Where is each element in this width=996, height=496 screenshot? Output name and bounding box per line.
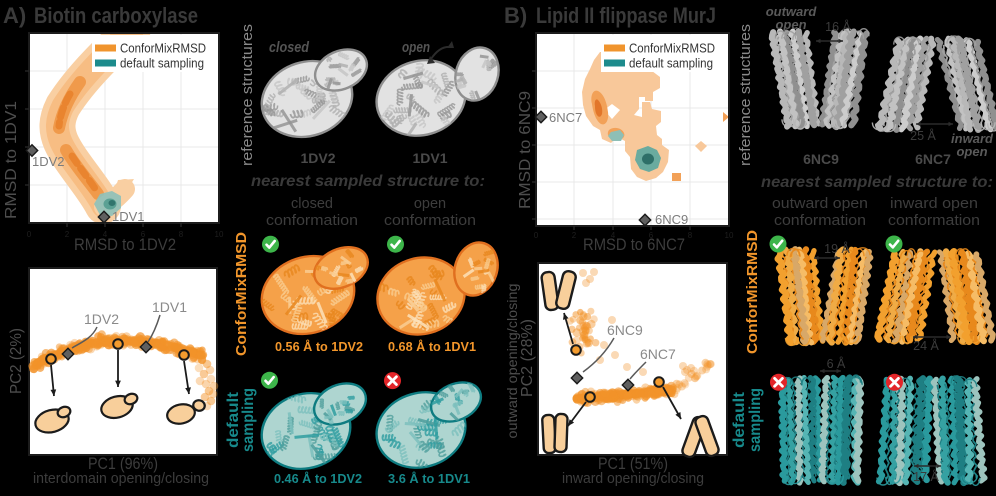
svg-text:3.6 Å to 1DV1: 3.6 Å to 1DV1 <box>388 471 470 486</box>
svg-text:0.68 Å to 1DV1: 0.68 Å to 1DV1 <box>388 339 476 354</box>
svg-text:PC2 (28%): PC2 (28%) <box>519 319 536 397</box>
svg-text:10: 10 <box>215 230 224 239</box>
svg-text:conformation: conformation <box>384 213 476 229</box>
svg-text:default: default <box>731 391 748 448</box>
svg-text:ConforMixRMSD: ConforMixRMSD <box>120 41 206 56</box>
svg-text:4: 4 <box>103 230 108 239</box>
svg-text:ConforMixRMSD: ConforMixRMSD <box>744 230 761 354</box>
svg-text:RMSD to 6NC7: RMSD to 6NC7 <box>583 235 685 254</box>
svg-text:RMSD to 1DV2: RMSD to 1DV2 <box>74 235 176 254</box>
svg-text:default sampling: default sampling <box>629 56 713 71</box>
svg-text:8: 8 <box>688 231 693 240</box>
svg-text:conformation: conformation <box>774 213 866 229</box>
svg-text:reference structures: reference structures <box>239 24 256 166</box>
svg-text:outward opening/closing: outward opening/closing <box>505 284 520 439</box>
svg-text:17 Å: 17 Å <box>913 469 939 484</box>
svg-text:A): A) <box>3 3 26 28</box>
svg-text:6NC7: 6NC7 <box>549 110 582 125</box>
svg-text:6NC9: 6NC9 <box>803 151 839 167</box>
svg-text:1DV1: 1DV1 <box>112 209 145 224</box>
svg-text:0: 0 <box>27 230 32 239</box>
svg-text:PC1 (96%): PC1 (96%) <box>88 454 158 473</box>
svg-text:0.56 Å to 1DV2: 0.56 Å to 1DV2 <box>275 339 363 354</box>
svg-text:ConforMixRMSD: ConforMixRMSD <box>629 41 715 56</box>
svg-text:25 Å: 25 Å <box>910 128 936 143</box>
svg-text:6NC9: 6NC9 <box>607 322 643 338</box>
svg-text:1DV1: 1DV1 <box>152 299 187 315</box>
svg-text:outward open: outward open <box>772 196 868 212</box>
svg-text:PC1 (51%): PC1 (51%) <box>598 454 668 473</box>
svg-text:open: open <box>414 196 446 212</box>
svg-text:interdomain opening/closing: interdomain opening/closing <box>33 470 209 487</box>
svg-text:1DV2: 1DV2 <box>32 154 65 169</box>
svg-text:10: 10 <box>725 231 734 240</box>
svg-text:24 Å: 24 Å <box>913 338 939 353</box>
svg-text:conformation: conformation <box>266 213 358 229</box>
svg-text:0.46 Å to 1DV2: 0.46 Å to 1DV2 <box>274 471 362 486</box>
svg-text:2: 2 <box>572 231 577 240</box>
svg-text:8: 8 <box>179 230 184 239</box>
svg-text:6 Å: 6 Å <box>827 356 846 371</box>
svg-text:outward: outward <box>766 4 818 19</box>
svg-text:6: 6 <box>649 231 654 240</box>
svg-text:default: default <box>225 391 242 448</box>
svg-text:inward: inward <box>951 131 994 146</box>
svg-text:sampling: sampling <box>747 388 764 452</box>
svg-text:open: open <box>402 40 430 56</box>
svg-text:reference structures: reference structures <box>737 24 754 166</box>
svg-text:RMSD to 1DV1: RMSD to 1DV1 <box>3 101 20 219</box>
svg-text:Biotin carboxylase: Biotin carboxylase <box>34 3 198 28</box>
svg-text:ConforMixRMSD: ConforMixRMSD <box>233 232 250 356</box>
svg-text:1DV2: 1DV2 <box>300 150 335 166</box>
svg-text:2: 2 <box>65 230 70 239</box>
svg-text:nearest sampled structure to:: nearest sampled structure to: <box>761 174 993 191</box>
svg-text:Lipid II flippase MurJ: Lipid II flippase MurJ <box>536 3 716 28</box>
svg-text:inward opening/closing: inward opening/closing <box>562 470 704 487</box>
svg-text:default sampling: default sampling <box>120 56 204 71</box>
svg-text:inward open: inward open <box>890 196 978 212</box>
svg-text:6NC9: 6NC9 <box>655 212 688 227</box>
svg-text:open: open <box>775 17 806 32</box>
svg-text:6NC7: 6NC7 <box>640 346 676 362</box>
svg-text:closed: closed <box>291 196 333 212</box>
svg-text:conformation: conformation <box>888 213 980 229</box>
svg-text:nearest sampled structure to:: nearest sampled structure to: <box>251 173 485 190</box>
svg-text:B): B) <box>504 3 527 28</box>
svg-text:1DV2: 1DV2 <box>84 311 119 327</box>
svg-text:6NC7: 6NC7 <box>915 151 951 167</box>
svg-text:16 Å: 16 Å <box>825 19 851 34</box>
svg-text:1DV1: 1DV1 <box>412 150 447 166</box>
svg-text:4: 4 <box>611 231 616 240</box>
svg-text:19 Å: 19 Å <box>824 241 850 256</box>
svg-text:closed: closed <box>269 40 310 56</box>
svg-text:open: open <box>956 144 987 159</box>
svg-text:RMSD to 6NC9: RMSD to 6NC9 <box>517 91 534 209</box>
svg-text:0: 0 <box>534 231 539 240</box>
svg-text:PC2 (2%): PC2 (2%) <box>8 328 25 394</box>
svg-text:6: 6 <box>141 230 146 239</box>
svg-text:sampling: sampling <box>240 388 257 452</box>
